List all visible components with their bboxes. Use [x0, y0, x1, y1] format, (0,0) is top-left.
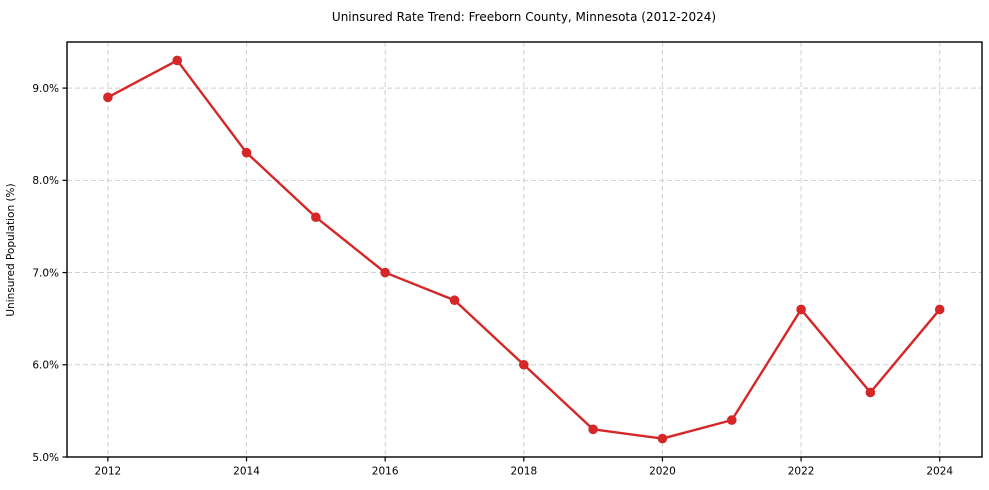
data-point	[311, 212, 321, 223]
data-point	[726, 415, 737, 425]
data-point	[588, 424, 598, 435]
y-tick-label: 9.0%	[32, 83, 59, 95]
y-tick-label: 6.0%	[32, 360, 59, 372]
y-axis-label: Uninsured Population (%)	[5, 183, 17, 316]
x-tick-label: 2016	[372, 466, 399, 478]
x-tick-label: 2020	[649, 466, 676, 478]
data-point	[657, 433, 668, 444]
data-point	[172, 55, 183, 66]
data-series	[103, 55, 945, 444]
data-point	[103, 92, 113, 103]
data-point	[796, 304, 806, 315]
y-tick-label: 5.0%	[32, 452, 59, 464]
y-tick-label: 7.0%	[32, 267, 59, 279]
gridlines	[67, 42, 982, 458]
data-point	[380, 267, 390, 278]
data-point	[449, 295, 460, 306]
x-tick-label: 2018	[510, 466, 537, 478]
x-tick-label: 2012	[95, 466, 122, 478]
plot-frame	[66, 41, 983, 458]
x-tick-label: 2022	[788, 466, 815, 478]
x-tick-label: 2014	[233, 466, 260, 478]
chart-title: Uninsured Rate Trend: Freeborn County, M…	[332, 10, 716, 24]
data-point	[519, 359, 529, 370]
data-point	[934, 304, 945, 315]
data-point	[865, 387, 876, 398]
y-tick-label: 8.0%	[32, 175, 59, 187]
axes: 5.0% 6.0% 7.0% 8.0% 9.0% 2012 2014 2016 2018 2020…	[32, 41, 983, 478]
x-tick-label: 2024	[926, 466, 953, 478]
data-point	[241, 147, 252, 158]
